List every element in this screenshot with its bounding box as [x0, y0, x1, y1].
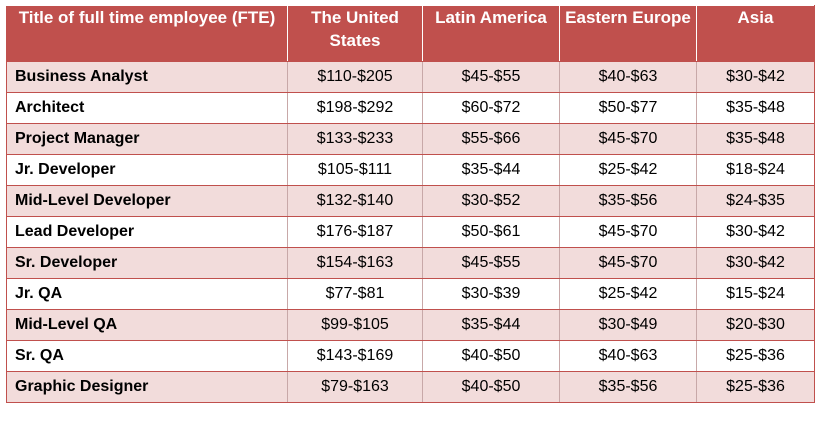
united-states-rate-cell: $154-$163 — [287, 247, 423, 279]
united-states-rate-cell: $79-$163 — [287, 371, 423, 403]
latin-america-rate-cell: $55-$66 — [422, 123, 560, 155]
latin-america-rate-cell: $30-$52 — [422, 185, 560, 217]
asia-rate-cell: $30-$42 — [696, 216, 815, 248]
column-header-title: Title of full time employee (FTE) — [6, 5, 288, 62]
eastern-europe-rate-cell: $35-$56 — [559, 185, 697, 217]
asia-rate-cell: $35-$48 — [696, 92, 815, 124]
eastern-europe-rate-cell: $45-$70 — [559, 123, 697, 155]
role-title-cell: Business Analyst — [6, 61, 288, 93]
table-row: Jr. QA $77-$81 $30-$39 $25-$42 $15-$24 — [6, 278, 815, 310]
asia-rate-cell: $25-$36 — [696, 371, 815, 403]
table-row: Lead Developer $176-$187 $50-$61 $45-$70 $30… — [6, 216, 815, 248]
role-title-cell: Mid-Level Developer — [6, 185, 288, 217]
latin-america-rate-cell: $40-$50 — [422, 340, 560, 372]
table-row: Sr. QA $143-$169 $40-$50 $40-$63 $25-$36 — [6, 340, 815, 372]
asia-rate-cell: $25-$36 — [696, 340, 815, 372]
role-title-cell: Lead Developer — [6, 216, 288, 248]
header-row: Title of full time employee (FTE) The Un… — [6, 5, 815, 62]
eastern-europe-rate-cell: $35-$56 — [559, 371, 697, 403]
united-states-rate-cell: $105-$111 — [287, 154, 423, 186]
column-header-asia: Asia — [696, 5, 815, 62]
eastern-europe-rate-cell: $45-$70 — [559, 216, 697, 248]
hourly-rates-table: Title of full time employee (FTE) The Un… — [6, 5, 815, 403]
eastern-europe-rate-cell: $50-$77 — [559, 92, 697, 124]
table-row: Graphic Designer $79-$163 $40-$50 $35-$56 $2… — [6, 371, 815, 403]
role-title-cell: Sr. QA — [6, 340, 288, 372]
role-title-cell: Mid-Level QA — [6, 309, 288, 341]
asia-rate-cell: $30-$42 — [696, 247, 815, 279]
eastern-europe-rate-cell: $25-$42 — [559, 154, 697, 186]
united-states-rate-cell: $133-$233 — [287, 123, 423, 155]
latin-america-rate-cell: $50-$61 — [422, 216, 560, 248]
asia-rate-cell: $20-$30 — [696, 309, 815, 341]
rates-table-container: Title of full time employee (FTE) The Un… — [6, 5, 815, 403]
asia-rate-cell: $35-$48 — [696, 123, 815, 155]
table-body: Business Analyst $110-$205 $45-$55 $40-$63 $… — [6, 61, 815, 403]
role-title-cell: Jr. QA — [6, 278, 288, 310]
united-states-rate-cell: $176-$187 — [287, 216, 423, 248]
united-states-rate-cell: $132-$140 — [287, 185, 423, 217]
eastern-europe-rate-cell: $40-$63 — [559, 340, 697, 372]
latin-america-rate-cell: $45-$55 — [422, 247, 560, 279]
eastern-europe-rate-cell: $30-$49 — [559, 309, 697, 341]
role-title-cell: Graphic Designer — [6, 371, 288, 403]
column-header-eastern-europe: Eastern Europe — [559, 5, 697, 62]
role-title-cell: Sr. Developer — [6, 247, 288, 279]
eastern-europe-rate-cell: $25-$42 — [559, 278, 697, 310]
asia-rate-cell: $30-$42 — [696, 61, 815, 93]
table-row: Mid-Level Developer $132-$140 $30-$52 $35-$… — [6, 185, 815, 217]
latin-america-rate-cell: $30-$39 — [422, 278, 560, 310]
eastern-europe-rate-cell: $40-$63 — [559, 61, 697, 93]
united-states-rate-cell: $198-$292 — [287, 92, 423, 124]
column-header-united-states: The United States — [287, 5, 423, 62]
table-header: Title of full time employee (FTE) The Un… — [6, 5, 815, 62]
table-row: Jr. Developer $105-$111 $35-$44 $25-$42 $18-… — [6, 154, 815, 186]
table-row: Business Analyst $110-$205 $45-$55 $40-$63 $… — [6, 61, 815, 93]
latin-america-rate-cell: $45-$55 — [422, 61, 560, 93]
table-row: Sr. Developer $154-$163 $45-$55 $45-$70 $30-… — [6, 247, 815, 279]
table-row: Project Manager $133-$233 $55-$66 $45-$70 $3… — [6, 123, 815, 155]
table-row: Architect $198-$292 $60-$72 $50-$77 $35-$48 — [6, 92, 815, 124]
latin-america-rate-cell: $35-$44 — [422, 309, 560, 341]
asia-rate-cell: $18-$24 — [696, 154, 815, 186]
united-states-rate-cell: $143-$169 — [287, 340, 423, 372]
latin-america-rate-cell: $40-$50 — [422, 371, 560, 403]
asia-rate-cell: $15-$24 — [696, 278, 815, 310]
united-states-rate-cell: $77-$81 — [287, 278, 423, 310]
role-title-cell: Architect — [6, 92, 288, 124]
latin-america-rate-cell: $35-$44 — [422, 154, 560, 186]
eastern-europe-rate-cell: $45-$70 — [559, 247, 697, 279]
role-title-cell: Project Manager — [6, 123, 288, 155]
column-header-latin-america: Latin America — [422, 5, 560, 62]
united-states-rate-cell: $110-$205 — [287, 61, 423, 93]
latin-america-rate-cell: $60-$72 — [422, 92, 560, 124]
role-title-cell: Jr. Developer — [6, 154, 288, 186]
asia-rate-cell: $24-$35 — [696, 185, 815, 217]
united-states-rate-cell: $99-$105 — [287, 309, 423, 341]
table-row: Mid-Level QA $99-$105 $35-$44 $30-$49 $20-$3… — [6, 309, 815, 341]
